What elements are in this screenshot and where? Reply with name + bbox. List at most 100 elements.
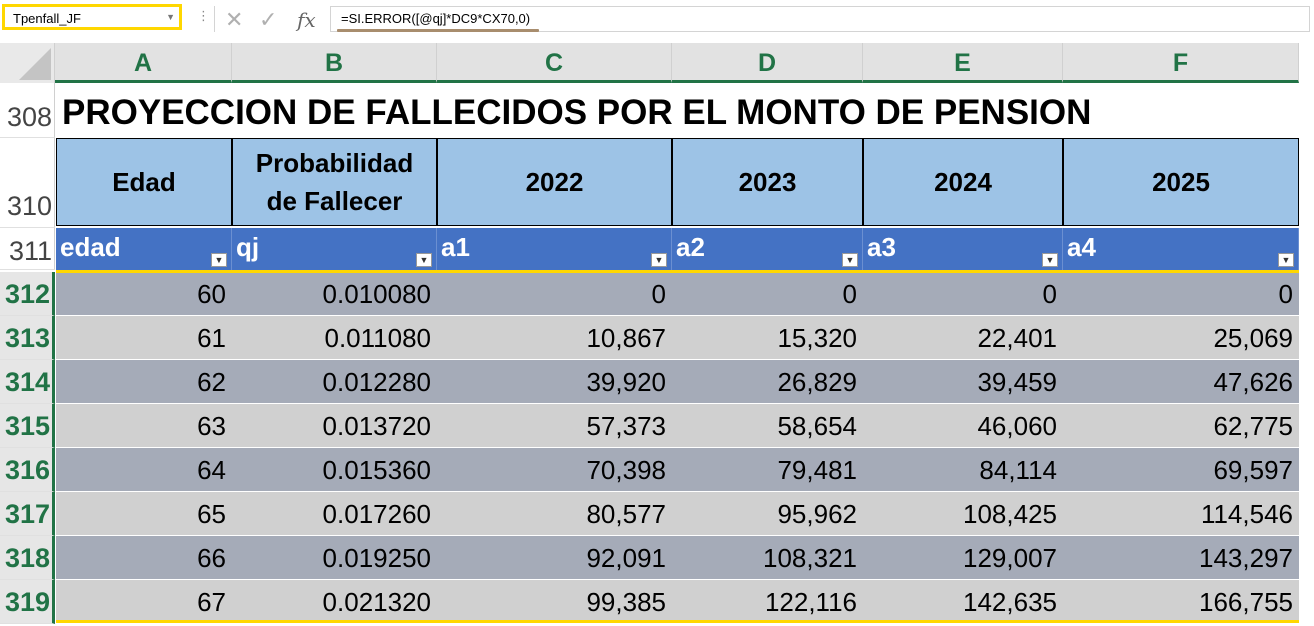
- cell-a1[interactable]: 39,920: [437, 360, 672, 404]
- cell-a3[interactable]: 84,114: [863, 448, 1063, 492]
- filter-dropdown-icon[interactable]: ▼: [416, 253, 432, 267]
- header-cell-2022[interactable]: 2022: [437, 138, 672, 226]
- sheet-title[interactable]: PROYECCION DE FALLECIDOS POR EL MONTO DE…: [62, 93, 1092, 132]
- cell-edad[interactable]: 62: [56, 360, 232, 404]
- table-header-edad[interactable]: edad ▼: [56, 228, 232, 270]
- cell-a4[interactable]: 114,546: [1063, 492, 1299, 536]
- cell-qj[interactable]: 0.012280: [232, 360, 437, 404]
- row-header[interactable]: 317: [0, 492, 55, 536]
- table-header-label: a1: [441, 232, 470, 262]
- cell-edad[interactable]: 63: [56, 404, 232, 448]
- cell-a3[interactable]: 22,401: [863, 316, 1063, 360]
- cell-edad[interactable]: 67: [56, 580, 232, 624]
- cell-edad[interactable]: 64: [56, 448, 232, 492]
- table-header-a1[interactable]: a1 ▼: [437, 228, 672, 270]
- x-icon[interactable]: ✕: [225, 7, 244, 32]
- row-header[interactable]: 316: [0, 448, 55, 492]
- row-header[interactable]: 319: [0, 580, 55, 624]
- cell-edad[interactable]: 65: [56, 492, 232, 536]
- row-header[interactable]: 310: [0, 138, 55, 228]
- row-header[interactable]: 308: [0, 83, 55, 138]
- formula-input[interactable]: =SI.ERROR([@qj]*DC9*CX70,0): [330, 6, 1310, 32]
- filter-dropdown-icon[interactable]: ▼: [842, 253, 858, 267]
- name-box[interactable]: Tpenfall_JF ▼: [2, 4, 182, 30]
- cell-a2[interactable]: 95,962: [672, 492, 863, 536]
- row-header[interactable]: 315: [0, 404, 55, 448]
- column-header-e[interactable]: E: [863, 43, 1063, 83]
- cell-qj[interactable]: 0.017260: [232, 492, 437, 536]
- column-header-b[interactable]: B: [232, 43, 437, 83]
- cell-a1[interactable]: 99,385: [437, 580, 672, 624]
- row-header[interactable]: 313: [0, 316, 55, 360]
- cell-qj[interactable]: 0.021320: [232, 580, 437, 624]
- cell-a1[interactable]: 70,398: [437, 448, 672, 492]
- header-cell-2023[interactable]: 2023: [672, 138, 863, 226]
- cell-a2[interactable]: 26,829: [672, 360, 863, 404]
- cell-qj[interactable]: 0.011080: [232, 316, 437, 360]
- column-header-c[interactable]: C: [437, 43, 672, 83]
- row-header[interactable]: 311: [0, 228, 55, 270]
- cell-a3[interactable]: 46,060: [863, 404, 1063, 448]
- selection-border-top: [56, 270, 1299, 273]
- table-header-a2[interactable]: a2 ▼: [672, 228, 863, 270]
- cell-a1[interactable]: 10,867: [437, 316, 672, 360]
- header-cell-edad[interactable]: Edad: [56, 138, 232, 226]
- header-cell-2025[interactable]: 2025: [1063, 138, 1299, 226]
- table-header-a3[interactable]: a3 ▼: [863, 228, 1063, 270]
- cell-a4[interactable]: 69,597: [1063, 448, 1299, 492]
- cell-a4[interactable]: 47,626: [1063, 360, 1299, 404]
- table-header-label: a3: [867, 232, 896, 262]
- filter-dropdown-icon[interactable]: ▼: [1042, 253, 1058, 267]
- cell-a4[interactable]: 25,069: [1063, 316, 1299, 360]
- selection-border-bottom: [56, 620, 1299, 623]
- table-header-a4[interactable]: a4 ▼: [1063, 228, 1299, 270]
- cell-a3[interactable]: 129,007: [863, 536, 1063, 580]
- cell-a1[interactable]: 80,577: [437, 492, 672, 536]
- cell-a1[interactable]: 57,373: [437, 404, 672, 448]
- header-year-label: 2025: [1152, 167, 1210, 197]
- cell-qj[interactable]: 0.015360: [232, 448, 437, 492]
- cell-a3[interactable]: 39,459: [863, 360, 1063, 404]
- cell-a2[interactable]: 79,481: [672, 448, 863, 492]
- cell-qj[interactable]: 0.010080: [232, 272, 437, 316]
- header-prob-line2: de Fallecer: [266, 186, 403, 216]
- select-all-corner[interactable]: [0, 43, 55, 83]
- cell-a3[interactable]: 108,425: [863, 492, 1063, 536]
- column-header-a[interactable]: A: [55, 43, 232, 83]
- cell-edad[interactable]: 66: [56, 536, 232, 580]
- cell-a2[interactable]: 108,321: [672, 536, 863, 580]
- filter-dropdown-icon[interactable]: ▼: [651, 253, 667, 267]
- cell-edad[interactable]: 60: [56, 272, 232, 316]
- check-icon[interactable]: ✓: [259, 7, 278, 32]
- cell-a2[interactable]: 122,116: [672, 580, 863, 624]
- formula-buttons: ✕ ✓ fx: [214, 6, 327, 32]
- cell-qj[interactable]: 0.019250: [232, 536, 437, 580]
- cell-a1[interactable]: 0: [437, 272, 672, 316]
- column-header-f[interactable]: F: [1063, 43, 1299, 83]
- table-row: 62 0.012280 39,920 26,829 39,459 47,626: [56, 360, 1299, 404]
- cell-a4[interactable]: 143,297: [1063, 536, 1299, 580]
- cell-a3[interactable]: 142,635: [863, 580, 1063, 624]
- cell-a2[interactable]: 0: [672, 272, 863, 316]
- cell-edad[interactable]: 61: [56, 316, 232, 360]
- filter-dropdown-icon[interactable]: ▼: [211, 253, 227, 267]
- chevron-down-icon[interactable]: ▼: [166, 12, 175, 22]
- fx-icon[interactable]: fx: [297, 8, 316, 32]
- cell-qj[interactable]: 0.013720: [232, 404, 437, 448]
- cell-a2[interactable]: 15,320: [672, 316, 863, 360]
- header-cell-probabilidad[interactable]: Probabilidad de Fallecer: [232, 138, 437, 226]
- cell-a1[interactable]: 92,091: [437, 536, 672, 580]
- row-header[interactable]: 314: [0, 360, 55, 404]
- row-header[interactable]: 312: [0, 272, 55, 316]
- formula-bar: Tpenfall_JF ▼ ⋮ ✕ ✓ fx =SI.ERROR([@qj]*D…: [0, 0, 1314, 40]
- row-header[interactable]: 318: [0, 536, 55, 580]
- table-header-qj[interactable]: qj ▼: [232, 228, 437, 270]
- cell-a4[interactable]: 0: [1063, 272, 1299, 316]
- header-cell-2024[interactable]: 2024: [863, 138, 1063, 226]
- cell-a2[interactable]: 58,654: [672, 404, 863, 448]
- column-header-d[interactable]: D: [672, 43, 863, 83]
- cell-a4[interactable]: 166,755: [1063, 580, 1299, 624]
- filter-dropdown-icon[interactable]: ▼: [1278, 253, 1294, 267]
- cell-a4[interactable]: 62,775: [1063, 404, 1299, 448]
- cell-a3[interactable]: 0: [863, 272, 1063, 316]
